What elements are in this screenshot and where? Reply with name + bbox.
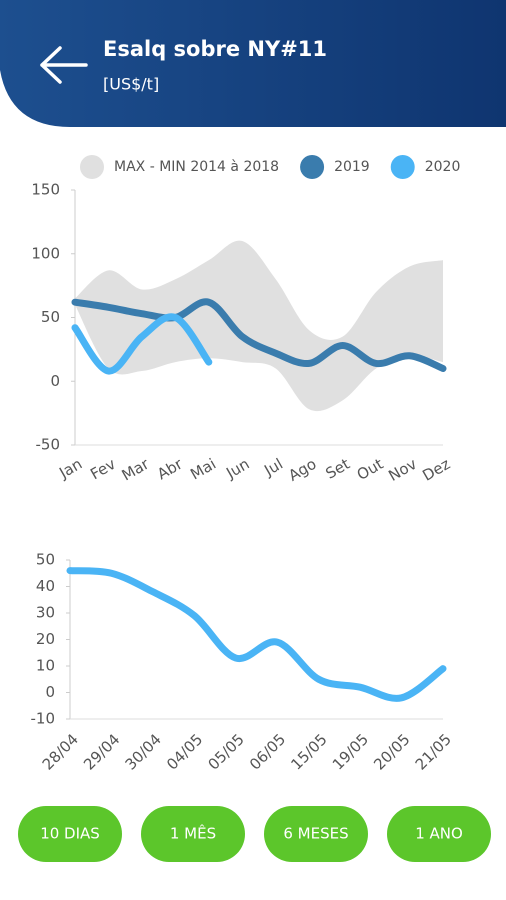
- button-label[interactable]: 1 MÊS: [170, 824, 216, 843]
- x-tick-label: Jan: [55, 455, 85, 483]
- x-tick-label: Out: [354, 455, 387, 484]
- series-line: [71, 298, 447, 372]
- back-arrow[interactable]: [40, 46, 88, 84]
- y-tick-label: 150: [31, 181, 60, 199]
- x-tick-label: 21/05: [412, 730, 455, 773]
- range-button[interactable]: 10 DIAS: [18, 806, 122, 862]
- x-tick-label: 05/05: [204, 730, 247, 773]
- legend-marker: [390, 155, 415, 179]
- y-tick-label: 20: [36, 630, 55, 648]
- x-tick-label: 30/04: [122, 730, 165, 773]
- x-tick-label: Ago: [285, 455, 319, 485]
- range-button[interactable]: 6 MESES: [264, 806, 368, 862]
- header-title: Esalq sobre NY#11: [103, 37, 327, 61]
- x-tick-label: Dez: [419, 455, 453, 485]
- range-band: [75, 240, 443, 412]
- x-tick-label: Mar: [119, 454, 153, 484]
- x-tick-label: 29/04: [80, 730, 123, 773]
- x-tick-label: 06/05: [246, 730, 289, 773]
- y-tick-label: 30: [36, 604, 55, 622]
- y-tick-label: 40: [36, 577, 55, 595]
- range-button[interactable]: 1 MÊS: [141, 806, 245, 862]
- y-tick-label: 0: [50, 372, 60, 390]
- x-tick-label: Set: [323, 455, 353, 483]
- x-tick-label: Abr: [154, 454, 186, 483]
- x-tick-label: Nov: [385, 455, 419, 485]
- y-tick-label: -50: [36, 436, 61, 454]
- button-label[interactable]: 1 ANO: [415, 825, 463, 843]
- button-bg[interactable]: [264, 806, 368, 862]
- series-line: [71, 313, 213, 375]
- y-tick-label: 50: [41, 308, 60, 326]
- legend-marker: [80, 155, 104, 179]
- x-tick-label: 04/05: [163, 730, 206, 773]
- header-subtitle: [US$/t]: [103, 75, 159, 94]
- x-tick-label: 19/05: [329, 730, 372, 773]
- y-tick-label: 50: [36, 551, 55, 569]
- back-button[interactable]: [40, 46, 88, 84]
- legend-label: 2020: [425, 159, 461, 175]
- legend-marker: [300, 155, 325, 179]
- x-tick-label: 28/04: [39, 730, 82, 773]
- button-label[interactable]: 6 MESES: [283, 825, 348, 843]
- legend-label: MAX - MIN 2014 à 2018: [114, 159, 279, 175]
- range-button[interactable]: 1 ANO: [387, 806, 491, 862]
- x-tick-label: Jun: [222, 455, 252, 483]
- series-line: [66, 567, 447, 702]
- y-tick-label: 0: [45, 683, 55, 701]
- button-bg[interactable]: [387, 806, 491, 862]
- x-tick-label: 20/05: [370, 730, 413, 773]
- x-tick-label: Fev: [87, 455, 119, 484]
- button-label[interactable]: 10 DIAS: [40, 825, 100, 843]
- x-tick-label: 15/05: [287, 730, 330, 773]
- x-tick-label: Jul: [260, 455, 286, 480]
- y-tick-label: 100: [31, 244, 60, 262]
- y-tick-label: 10: [36, 657, 55, 675]
- y-tick-label: -10: [31, 710, 56, 728]
- legend-label: 2019: [334, 159, 370, 175]
- button-bg[interactable]: [141, 806, 245, 862]
- x-tick-label: Mai: [187, 455, 219, 484]
- header-bar: [0, 0, 506, 127]
- button-bg[interactable]: [18, 806, 122, 862]
